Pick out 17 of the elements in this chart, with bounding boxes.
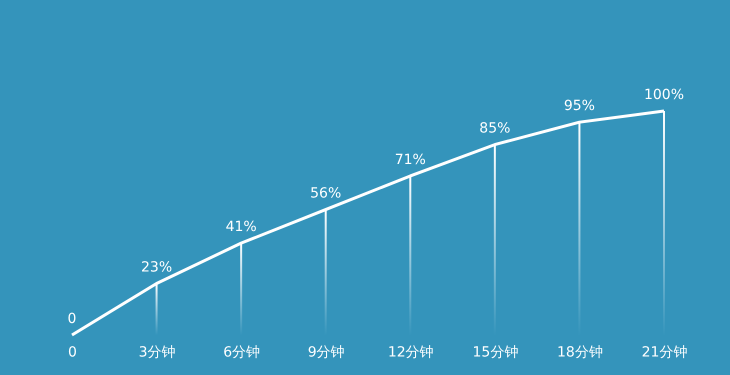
data-label: 100%	[644, 87, 684, 103]
x-tick-label: 12分钟	[388, 344, 434, 360]
x-tick-label: 0	[68, 344, 77, 360]
x-tick-label: 3分钟	[138, 344, 176, 360]
data-label: 0	[68, 311, 76, 327]
data-label: 23%	[141, 259, 172, 276]
data-label: 95%	[564, 98, 595, 114]
x-tick-label: 9分钟	[308, 344, 345, 360]
data-label: 41%	[226, 219, 257, 236]
x-tick-label: 21分钟	[642, 344, 688, 360]
data-label: 56%	[310, 186, 342, 202]
data-label: 85%	[479, 120, 510, 137]
x-tick-label: 6分钟	[223, 344, 260, 360]
x-tick-label: 15分钟	[472, 344, 518, 360]
data-label: 71%	[394, 152, 426, 168]
bar	[156, 283, 158, 335]
x-tick-label: 18分钟	[557, 344, 603, 360]
